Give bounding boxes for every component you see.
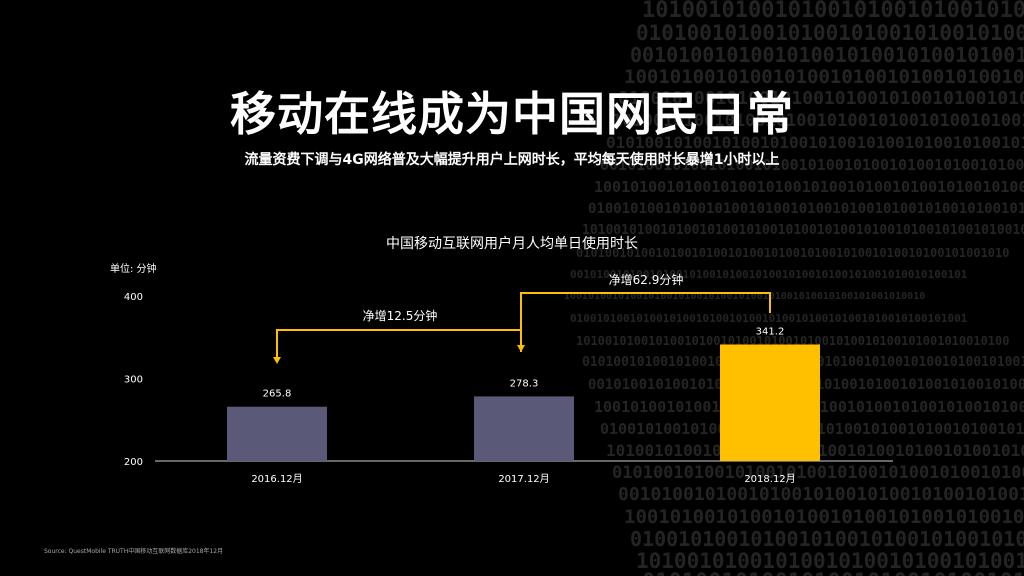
x-tick-label: 2016.12月 bbox=[251, 473, 302, 485]
page-subtitle: 流量资费下调与4G网络普及大幅提升用户上网时长，平均每天使用时长暴增1小时以上 bbox=[244, 152, 780, 168]
bar bbox=[720, 344, 820, 461]
chart-title: 中国移动互联网用户月人均单日使用时长 bbox=[386, 236, 638, 252]
annotation-arrowhead bbox=[517, 345, 525, 352]
bar bbox=[474, 396, 574, 461]
data-label: 265.8 bbox=[263, 389, 292, 400]
x-tick-label: 2018.12月 bbox=[744, 473, 795, 485]
y-tick-label: 300 bbox=[124, 375, 143, 386]
y-tick-label: 200 bbox=[124, 457, 143, 468]
page-title: 移动在线成为中国网民日常 bbox=[230, 87, 794, 141]
x-tick-label: 2017.12月 bbox=[498, 473, 549, 485]
annotation-label: 净增12.5分钟 bbox=[363, 308, 438, 323]
y-tick-label: 400 bbox=[124, 292, 143, 303]
data-label: 341.2 bbox=[756, 327, 785, 338]
data-label: 278.3 bbox=[510, 378, 539, 389]
annotation-label: 净增62.9分钟 bbox=[609, 272, 684, 287]
unit-label: 单位: 分钟 bbox=[110, 264, 157, 275]
annotation-arrowhead bbox=[273, 357, 281, 364]
bar bbox=[227, 406, 327, 461]
annotation-bracket bbox=[520, 292, 771, 346]
source-note: Source: QuestMobile TRUTH中国移动互联网数据库2018年… bbox=[44, 548, 224, 555]
annotation-bracket bbox=[276, 329, 522, 358]
